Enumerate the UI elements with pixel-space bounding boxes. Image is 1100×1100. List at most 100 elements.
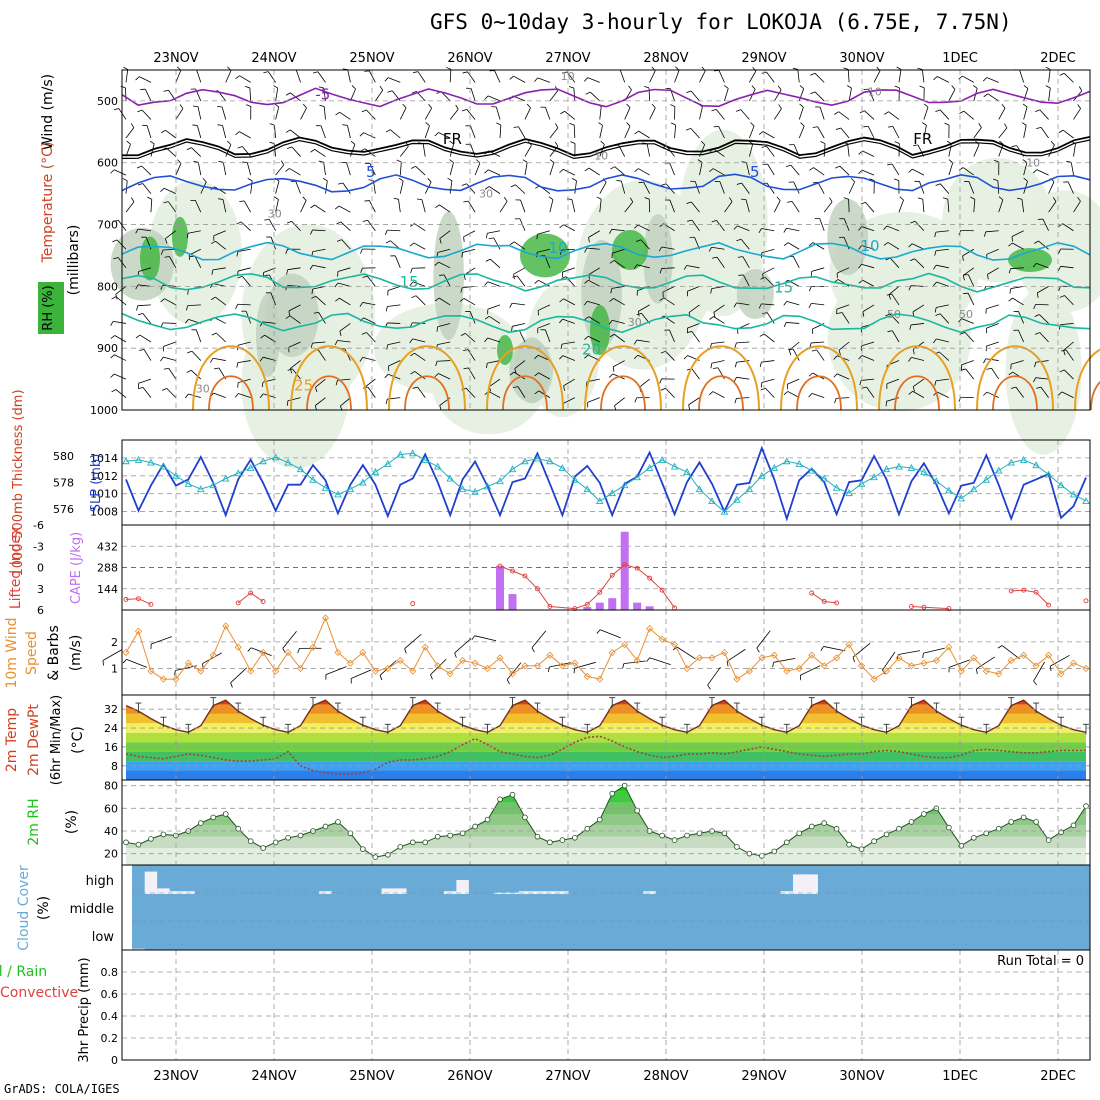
wind-barb-flag [322, 177, 328, 182]
wind-barb-flag [164, 256, 170, 258]
wind-barb-flag [485, 258, 491, 262]
wind-barb-flag [488, 237, 494, 239]
wind-barb-flag [562, 71, 568, 74]
wind-barb-flag [709, 316, 714, 320]
cloud-high-cell [443, 891, 457, 894]
wind-barb [470, 125, 476, 139]
wind-barb [531, 630, 547, 648]
wind-barb-flag [217, 124, 223, 126]
wind-barb [538, 372, 551, 380]
thickness-point [770, 463, 779, 471]
bottom-day-label: 25NOV [349, 1069, 394, 1084]
rh-point [422, 839, 429, 846]
wind-barb [716, 220, 725, 231]
wind-barb [518, 126, 526, 139]
wind-speed-point [870, 675, 878, 683]
wind-barb [125, 201, 135, 213]
wind-barb [973, 199, 976, 213]
li-tick-label: 6 [37, 604, 44, 617]
wind-barb [438, 132, 451, 139]
ylabel-cloud-unit: (%) [36, 896, 52, 920]
thickness-point [982, 475, 991, 483]
wind-barb [1038, 314, 1049, 324]
warm-contour-inner [796, 375, 842, 411]
wind-barb [811, 302, 825, 306]
wind-barb-flag [135, 284, 139, 290]
wind-barb-flag [670, 104, 675, 107]
temperature-contour-label: -5 [315, 86, 330, 104]
wind-speed-point [658, 635, 666, 643]
wind-barb [162, 248, 176, 251]
wind-barb-flag [1036, 386, 1042, 389]
thickness-point [807, 466, 816, 474]
wind-barb [215, 240, 226, 250]
wind-speed-point [571, 659, 579, 667]
wind-barb [649, 107, 656, 120]
wind-barb [786, 301, 800, 306]
cloud-high-cell [805, 874, 818, 894]
thickness-point [309, 475, 317, 483]
wind-barb-flag [609, 298, 614, 302]
wind-barb-flag [852, 657, 855, 663]
wind-barb-flag [776, 196, 781, 201]
bottom-day-label: 23NOV [153, 1069, 198, 1084]
wind-barb-flag [758, 303, 762, 309]
wind-barb-flag [259, 393, 264, 399]
wind-barb [237, 267, 251, 272]
wind-barb [711, 246, 725, 250]
wind-barb [282, 631, 297, 649]
wind-barb [699, 70, 706, 83]
wind-barb-flag [475, 159, 481, 164]
wind-barb-flag [412, 71, 419, 74]
wind-barb-flag [886, 293, 892, 296]
thickness-point [645, 463, 654, 471]
ylabel-lifted-index: Lifted Index [8, 527, 24, 609]
wind-barb [465, 387, 476, 398]
wind-barb [142, 387, 152, 398]
bottom-day-label: 26NOV [447, 1069, 492, 1084]
rh-point [434, 833, 441, 840]
rh-point [584, 825, 591, 832]
wind-barb [467, 200, 476, 213]
wind-barb [741, 182, 750, 194]
wind-barb [940, 183, 950, 194]
thickness-point [296, 465, 305, 473]
wind-barb [587, 397, 600, 403]
wind-barb [290, 360, 301, 369]
wind-barb-flag [1022, 103, 1028, 108]
wind-barb-flag [633, 264, 638, 270]
wind-barb [892, 126, 900, 139]
wind-barb [474, 635, 497, 642]
cape-bar [595, 602, 604, 610]
wind-barb [114, 354, 127, 361]
wind-barb [195, 329, 202, 343]
wind-barb-flag [361, 109, 367, 113]
wind-barb-flag [783, 391, 789, 395]
wind-barb-flag [659, 297, 664, 302]
wind-barb [814, 91, 825, 102]
wind-barb-flag [908, 357, 912, 362]
wind-barb-flag [758, 228, 762, 233]
chart-title: GFS 0~10day 3-hourly for LOKOJA (6.75E, … [430, 10, 1012, 34]
wind-barb-flag [434, 261, 439, 266]
rh-point [385, 851, 391, 858]
wind-barb-flag [261, 382, 264, 388]
wind-barb [467, 71, 476, 83]
wind-barb [936, 281, 949, 287]
wind-barb [638, 304, 650, 312]
rh-contour-label: 10 [594, 149, 608, 162]
wind-barb [506, 662, 522, 680]
wind-barb-flag [734, 342, 737, 348]
wind-barb-flag [894, 178, 899, 182]
rh-band [126, 836, 1086, 848]
wind-barb-flag [435, 204, 440, 209]
rh-contour-label: 30 [268, 207, 282, 220]
wind-barb-flag [983, 231, 987, 237]
wind-barb-flag [513, 126, 519, 128]
rh-point [796, 830, 803, 837]
thickness-point [583, 485, 592, 493]
wind-barb [238, 378, 251, 384]
wind-barb [669, 162, 675, 176]
wind-barb [922, 199, 925, 213]
